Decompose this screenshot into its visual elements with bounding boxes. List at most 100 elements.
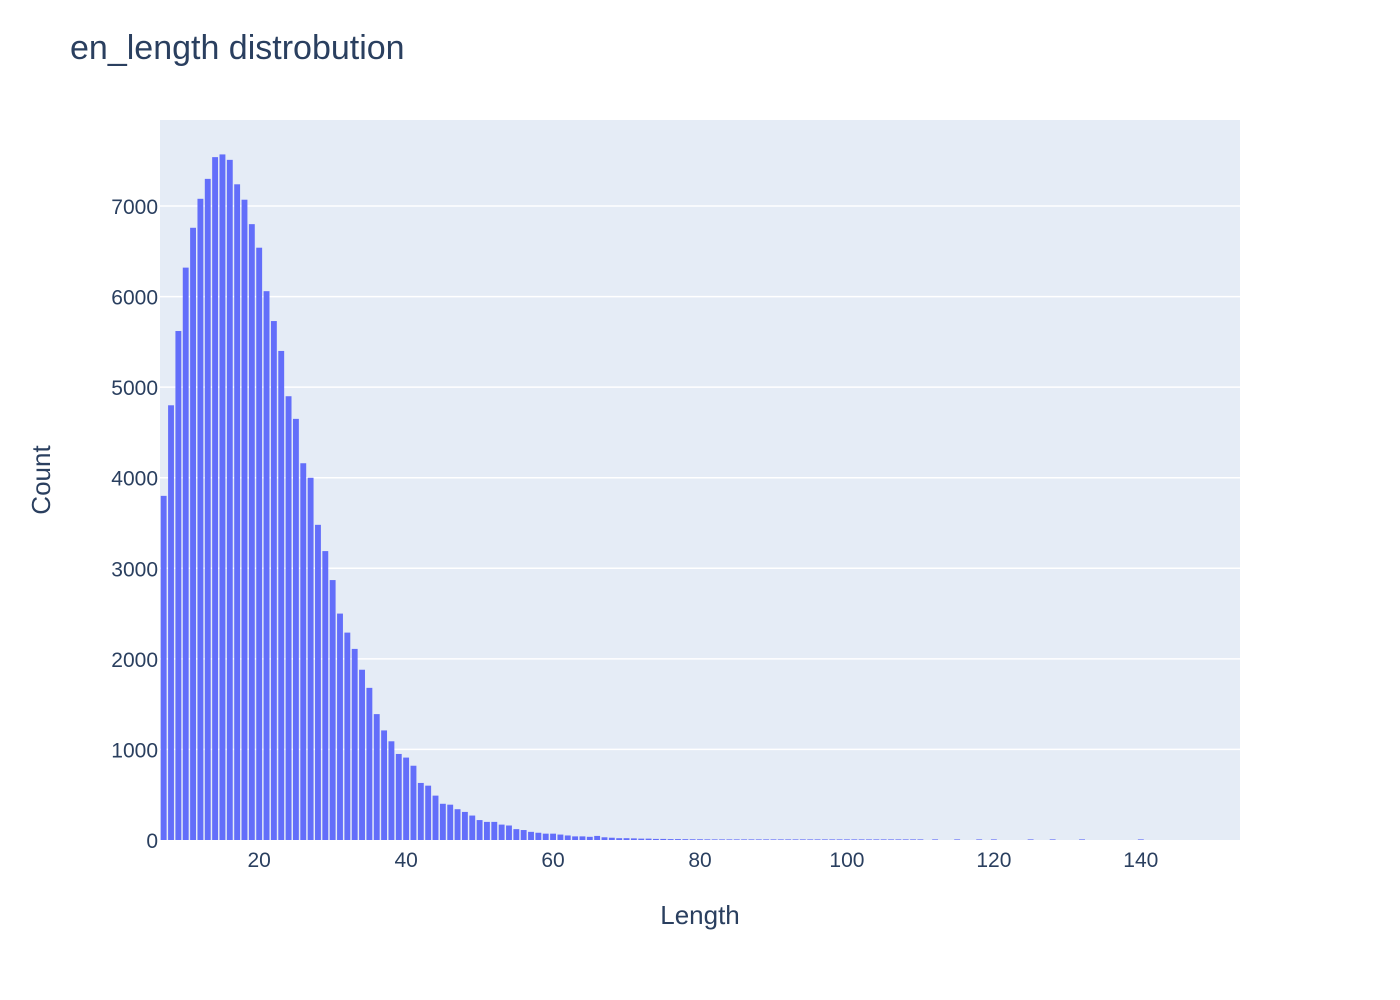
histogram-bar bbox=[337, 613, 343, 840]
histogram-bar bbox=[278, 350, 285, 840]
histogram-bar bbox=[888, 839, 894, 840]
histogram-bar bbox=[307, 477, 314, 840]
x-tick-label: 100 bbox=[829, 849, 864, 872]
histogram-bar bbox=[704, 839, 711, 840]
histogram-bar bbox=[579, 836, 586, 840]
histogram-bar bbox=[682, 839, 689, 840]
histogram-bar bbox=[403, 757, 410, 840]
histogram-bar bbox=[873, 839, 880, 840]
histogram-bar bbox=[689, 839, 696, 840]
histogram-bar bbox=[241, 199, 248, 840]
histogram-bar bbox=[770, 839, 777, 840]
histogram-bar bbox=[807, 839, 814, 840]
histogram-bar bbox=[660, 838, 667, 840]
histogram-bar bbox=[763, 839, 770, 840]
histogram-bar bbox=[821, 839, 828, 840]
histogram-bar bbox=[322, 551, 329, 840]
histogram-bar bbox=[447, 804, 454, 840]
histogram-bar bbox=[1079, 839, 1085, 840]
histogram-bar bbox=[329, 580, 336, 840]
y-tick-label: 6000 bbox=[111, 287, 158, 310]
histogram-bar bbox=[535, 832, 542, 840]
histogram-bar bbox=[263, 291, 270, 840]
histogram-bar bbox=[359, 669, 365, 840]
histogram-bar bbox=[469, 815, 476, 840]
histogram-bar bbox=[858, 839, 865, 840]
histogram-bar bbox=[542, 833, 549, 840]
histogram-bar bbox=[234, 184, 241, 840]
x-tick-label: 40 bbox=[394, 849, 417, 872]
x-tick-label: 60 bbox=[541, 849, 564, 872]
histogram-bar bbox=[880, 839, 887, 840]
histogram-bar bbox=[256, 247, 263, 840]
y-tick-label: 7000 bbox=[111, 196, 158, 219]
histogram-bar bbox=[895, 839, 902, 840]
histogram-bar bbox=[675, 839, 681, 840]
histogram-bar bbox=[1027, 839, 1034, 840]
histogram-bar bbox=[270, 321, 277, 840]
histogram-bar bbox=[990, 839, 997, 840]
histogram-bar bbox=[910, 839, 916, 840]
histogram-bar bbox=[506, 825, 512, 840]
y-tick-label: 2000 bbox=[111, 649, 158, 672]
histogram-bar bbox=[777, 839, 784, 840]
histogram-bar bbox=[160, 495, 167, 840]
histogram-bar bbox=[601, 837, 608, 840]
histogram-bar bbox=[476, 820, 483, 840]
histogram-bar bbox=[373, 714, 380, 840]
x-axis-title: Length bbox=[660, 900, 740, 930]
histogram-bar bbox=[197, 198, 204, 840]
histogram-bar bbox=[572, 836, 579, 840]
histogram-bar bbox=[168, 405, 174, 840]
plot-area bbox=[160, 120, 1240, 840]
x-tick-labels: 20 40 60 80 100 120 140 bbox=[248, 849, 1159, 872]
x-tick-label: 20 bbox=[248, 849, 271, 872]
histogram-bar bbox=[866, 839, 872, 840]
histogram-bar bbox=[204, 178, 211, 840]
histogram-bar bbox=[491, 821, 498, 840]
y-tick-label: 4000 bbox=[111, 468, 158, 491]
histogram-bar bbox=[454, 809, 461, 840]
histogram-bar bbox=[564, 835, 571, 840]
histogram-bar bbox=[976, 839, 983, 840]
histogram-bar bbox=[285, 396, 292, 840]
histogram-bar bbox=[755, 839, 762, 840]
histogram-bar bbox=[381, 730, 388, 840]
histogram-bar bbox=[212, 157, 219, 840]
histogram-bar bbox=[300, 463, 307, 840]
histogram-bar bbox=[550, 833, 556, 840]
histogram-bar bbox=[748, 839, 755, 840]
histogram-bar bbox=[799, 839, 806, 840]
histogram-bar bbox=[219, 154, 226, 840]
histogram-bar bbox=[932, 839, 939, 840]
y-axis-title: Count bbox=[26, 445, 56, 515]
histogram-bar bbox=[344, 632, 351, 840]
histogram-bar bbox=[226, 159, 233, 840]
histogram-bar bbox=[814, 839, 821, 840]
histogram-bar bbox=[520, 830, 527, 840]
histogram-bar bbox=[844, 839, 850, 840]
histogram-bar bbox=[498, 824, 505, 840]
histogram-bar bbox=[513, 829, 520, 840]
histogram-bar bbox=[638, 838, 645, 840]
histogram-bar bbox=[726, 839, 733, 840]
histogram-bar bbox=[902, 839, 909, 840]
histogram-bar bbox=[528, 831, 534, 840]
histogram-bar bbox=[594, 835, 601, 840]
histogram-bar bbox=[315, 524, 321, 840]
histogram-bar bbox=[388, 741, 395, 840]
histogram-bar bbox=[616, 838, 623, 840]
histogram-bar bbox=[292, 418, 299, 840]
histogram-bar bbox=[711, 839, 718, 840]
histogram-bar bbox=[792, 839, 799, 840]
histogram-bar bbox=[417, 782, 424, 840]
histogram-bar bbox=[248, 224, 255, 840]
histogram-bar bbox=[608, 837, 615, 840]
histogram-bar bbox=[733, 839, 740, 840]
histogram-bar bbox=[175, 331, 182, 840]
histogram-bar bbox=[851, 839, 858, 840]
histogram-bar bbox=[785, 839, 792, 840]
x-tick-label: 80 bbox=[688, 849, 711, 872]
histogram-bar bbox=[351, 648, 358, 840]
